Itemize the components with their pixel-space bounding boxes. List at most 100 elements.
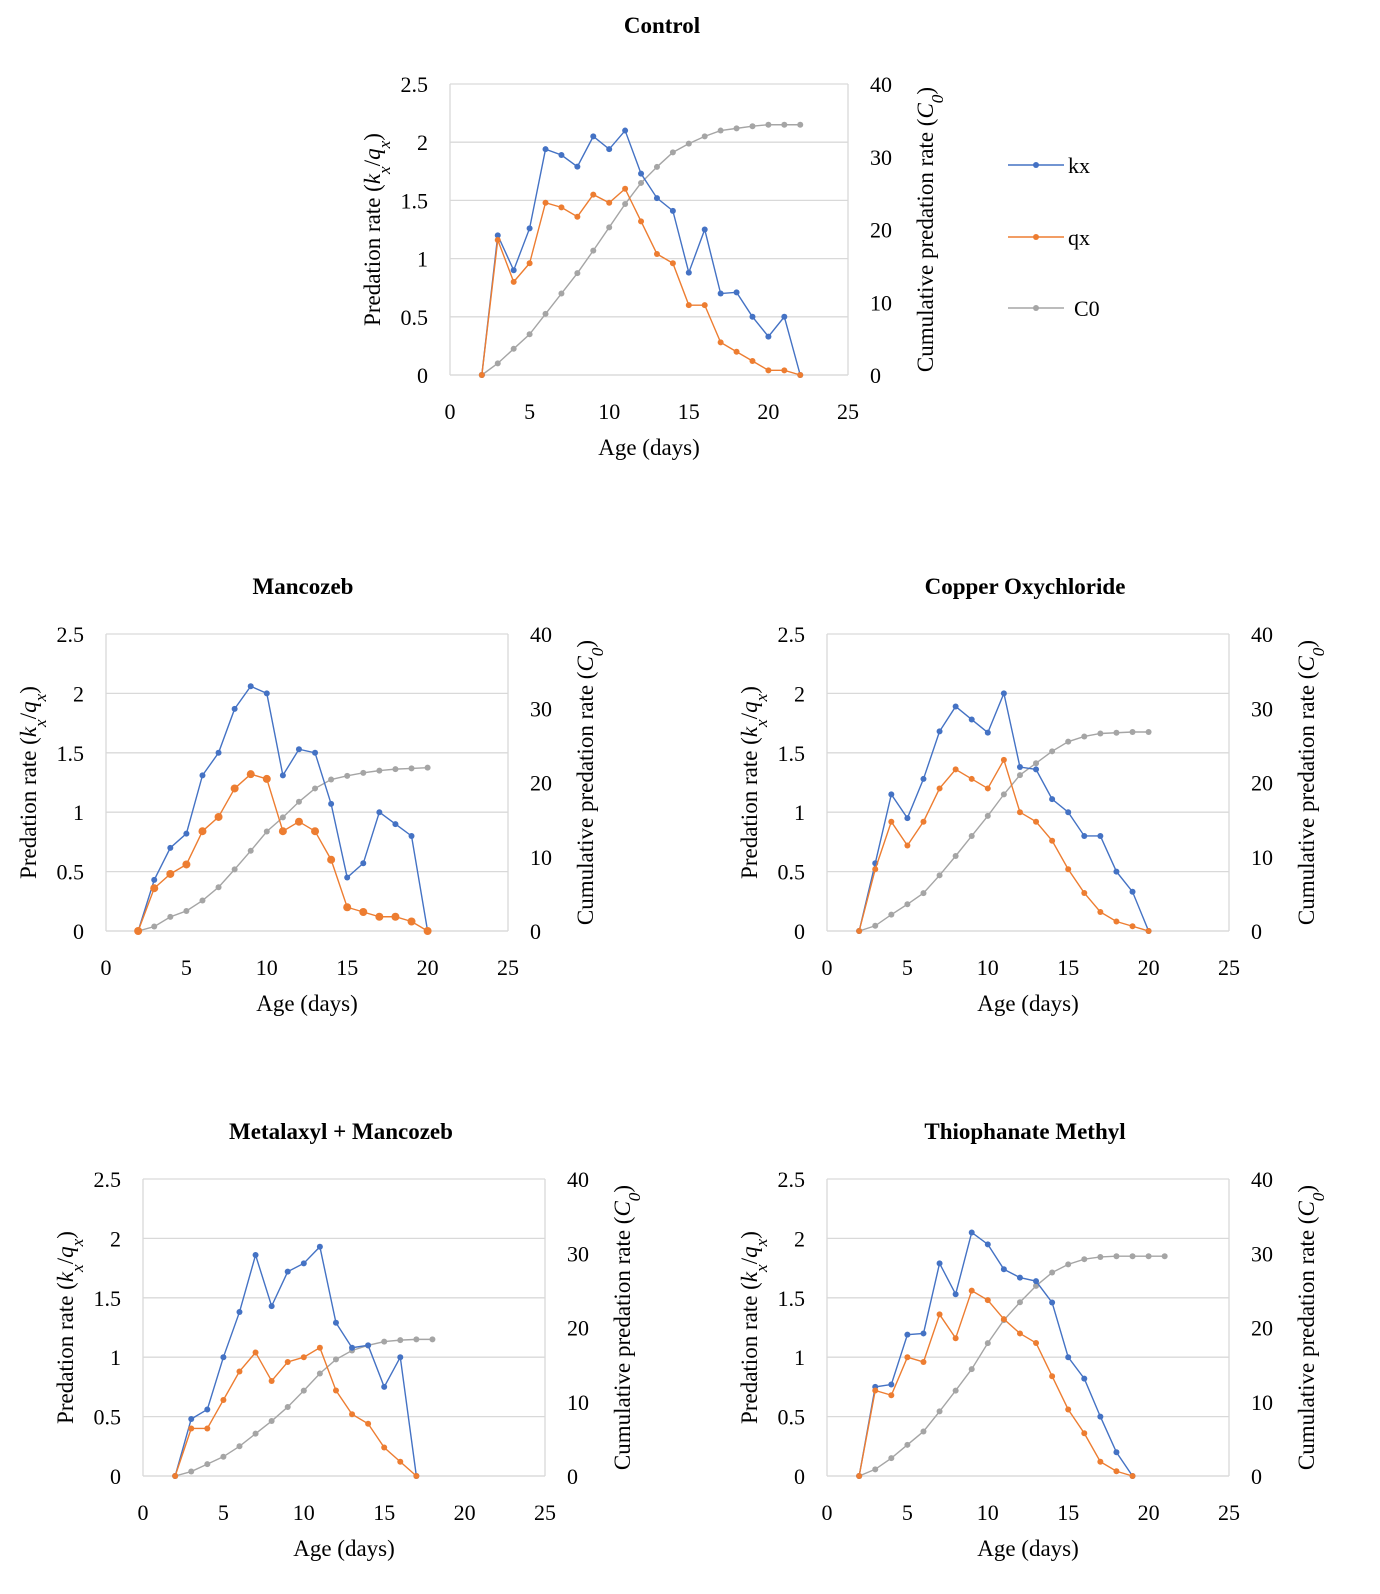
data-point-c0 <box>968 1366 975 1373</box>
y-tick-label: 1 <box>794 800 805 825</box>
data-point-qx <box>856 928 863 934</box>
y-axis-title: Predation rate (kx/qx) <box>16 686 50 879</box>
data-point-kx <box>685 269 692 276</box>
y2-tick-label: 10 <box>1251 1390 1273 1415</box>
data-point-c0 <box>376 767 383 774</box>
x-tick-label: 0 <box>822 955 833 980</box>
data-point-qx <box>622 185 629 192</box>
y-tick-label: 0 <box>110 1464 121 1489</box>
data-point-qx <box>904 1354 911 1361</box>
data-point-kx <box>1016 1274 1023 1281</box>
data-point-qx <box>230 784 239 793</box>
y-axis-title: Predation rate (kx/qx) <box>53 1231 87 1424</box>
data-point-c0 <box>1145 729 1152 736</box>
y2-axis-title: Cumulative predation rate (C0) <box>1294 640 1328 925</box>
data-point-kx <box>984 729 991 736</box>
data-point-c0 <box>413 1336 420 1343</box>
data-point-qx <box>397 1458 404 1465</box>
x-tick-label: 25 <box>1218 1500 1240 1525</box>
data-point-qx <box>685 302 692 309</box>
data-point-c0 <box>300 1387 307 1394</box>
data-point-kx <box>1049 1299 1056 1306</box>
y-tick-label: 2 <box>794 681 805 706</box>
data-point-qx <box>1097 908 1104 915</box>
data-point-qx <box>1033 1339 1040 1346</box>
data-point-qx <box>984 785 991 792</box>
data-point-c0 <box>199 897 206 904</box>
y-tick-label: 1.5 <box>778 741 806 766</box>
data-point-kx <box>204 1406 211 1413</box>
y2-tick-label: 0 <box>870 363 881 388</box>
data-point-qx <box>765 367 772 374</box>
chart-panel-2: Copper Oxychloride 0 0.5 1 1.5 2 2.5 0 10 20 30 40 0… <box>737 574 1328 1016</box>
x-axis-title: Age (days) <box>256 991 358 1016</box>
data-point-kx <box>669 207 676 214</box>
y-tick-label: 0.5 <box>94 1405 122 1430</box>
legend: kx qx C0 <box>1008 153 1100 321</box>
data-point-qx <box>478 372 485 378</box>
data-point-c0 <box>904 901 911 908</box>
data-point-kx <box>344 874 351 881</box>
series-line-qx <box>174 1346 417 1477</box>
legend-label-qx: qx <box>1068 225 1090 250</box>
data-point-c0 <box>1065 738 1072 745</box>
y2-axis-title: Cumulative predation rate (C0) <box>913 87 947 372</box>
data-point-c0 <box>920 1428 927 1435</box>
x-axis-title: Age (days) <box>977 991 1079 1016</box>
data-point-kx <box>1097 1413 1104 1420</box>
data-point-c0 <box>236 1443 243 1450</box>
x-tick-label: 15 <box>1057 955 1079 980</box>
data-point-qx <box>1129 1473 1136 1479</box>
data-point-kx <box>312 749 319 756</box>
data-point-kx <box>558 152 565 159</box>
data-point-kx <box>220 1354 227 1361</box>
data-point-c0 <box>872 1466 879 1473</box>
data-point-c0 <box>316 1370 323 1377</box>
y2-axis-title: Cumulative predation rate (C0) <box>573 640 607 925</box>
data-point-c0 <box>397 1337 404 1344</box>
data-point-kx <box>183 830 190 837</box>
data-point-qx <box>332 1387 339 1394</box>
data-point-qx <box>920 1358 927 1365</box>
y2-tick-label: 30 <box>1251 696 1273 721</box>
series-line-kx <box>174 1245 418 1477</box>
legend-marker-kx <box>1033 162 1039 168</box>
data-point-c0 <box>717 127 724 134</box>
data-point-c0 <box>1161 1253 1168 1260</box>
y-tick-label: 1 <box>73 800 84 825</box>
data-point-kx <box>1065 1354 1072 1361</box>
data-point-kx <box>653 195 660 202</box>
data-point-qx <box>872 1387 879 1394</box>
y-tick-label: 2.5 <box>57 622 85 647</box>
x-tick-label: 0 <box>101 955 112 980</box>
data-point-kx <box>1000 690 1007 697</box>
y-tick-label: 1 <box>110 1345 121 1370</box>
y2-tick-label: 0 <box>1251 919 1262 944</box>
x-tick-label: 25 <box>497 955 519 980</box>
data-point-qx <box>172 1473 179 1479</box>
y-tick-label: 1 <box>794 1345 805 1370</box>
data-point-c0 <box>638 179 645 186</box>
data-point-kx <box>349 1344 356 1351</box>
data-point-kx <box>968 1229 975 1236</box>
data-point-qx <box>268 1377 275 1384</box>
data-point-qx <box>733 348 740 355</box>
data-point-c0 <box>1049 1269 1056 1276</box>
data-point-c0 <box>295 798 302 805</box>
y2-tick-label: 10 <box>567 1390 589 1415</box>
data-point-c0 <box>685 140 692 147</box>
data-point-qx <box>375 912 384 921</box>
data-point-c0 <box>167 913 174 920</box>
data-point-c0 <box>765 121 772 128</box>
data-point-qx <box>150 884 159 893</box>
data-point-kx <box>1049 796 1056 803</box>
chart-panel-0: Control 0 0.5 1 1.5 2 2.5 0 10 20 30 40 0 5 10 15 20 25 Ag… <box>360 13 1100 460</box>
data-point-qx <box>1000 756 1007 763</box>
data-point-kx <box>765 333 772 340</box>
data-point-qx <box>349 1411 356 1418</box>
data-point-c0 <box>1129 1253 1136 1260</box>
data-point-kx <box>392 821 399 828</box>
data-point-c0 <box>872 922 879 929</box>
x-tick-label: 10 <box>598 399 620 424</box>
y-tick-label: 2 <box>73 681 84 706</box>
